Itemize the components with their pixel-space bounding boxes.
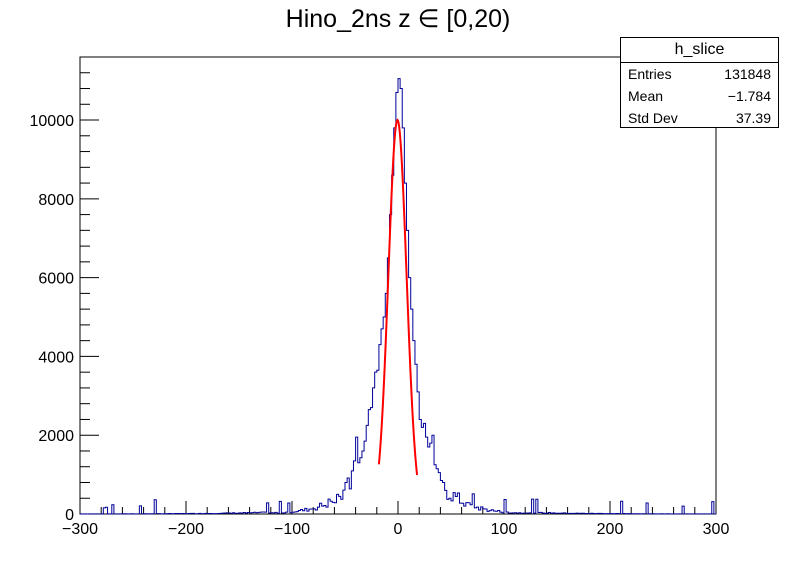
chart-title: Hino_2ns z ∈ [0,20) — [285, 5, 511, 33]
x-tick-label: 200 — [597, 521, 624, 538]
y-tick-label: 8000 — [38, 192, 74, 209]
y-tick-label: 4000 — [38, 349, 74, 366]
stats-row-entries: Entries 131848 — [621, 63, 778, 85]
stats-label: Entries — [628, 66, 672, 82]
axis-tick-labels: −300 −200 −100 0 100 200 300 0 2000 4000 6000 8000 1… — [30, 113, 730, 538]
x-tick-label: 0 — [394, 521, 403, 538]
x-tick-label: −200 — [168, 521, 204, 538]
y-tick-label: 6000 — [38, 271, 74, 288]
x-tick-label: −100 — [274, 521, 310, 538]
stats-value: 131848 — [724, 66, 771, 82]
x-tick-label: 100 — [491, 521, 518, 538]
stats-row-stddev: Std Dev 37.39 — [621, 107, 778, 129]
stats-value: −1.784 — [727, 88, 771, 104]
y-tick-label: 0 — [65, 507, 74, 524]
x-tick-label: 300 — [703, 521, 730, 538]
stats-label: Std Dev — [628, 110, 678, 126]
stats-box-title: h_slice — [621, 38, 778, 63]
y-tick-label: 10000 — [30, 113, 75, 130]
stats-row-mean: Mean −1.784 — [621, 85, 778, 107]
gaussian-fit-curve — [377, 118, 419, 476]
stats-label: Mean — [628, 88, 664, 104]
stats-box: h_slice Entries 131848 Mean −1.784 Std D… — [620, 37, 779, 128]
stats-value: 37.39 — [735, 110, 771, 126]
histogram-line — [79, 78, 717, 515]
x-tick-label: −300 — [62, 521, 98, 538]
y-tick-label: 2000 — [38, 428, 74, 445]
axis-ticks — [79, 56, 717, 515]
